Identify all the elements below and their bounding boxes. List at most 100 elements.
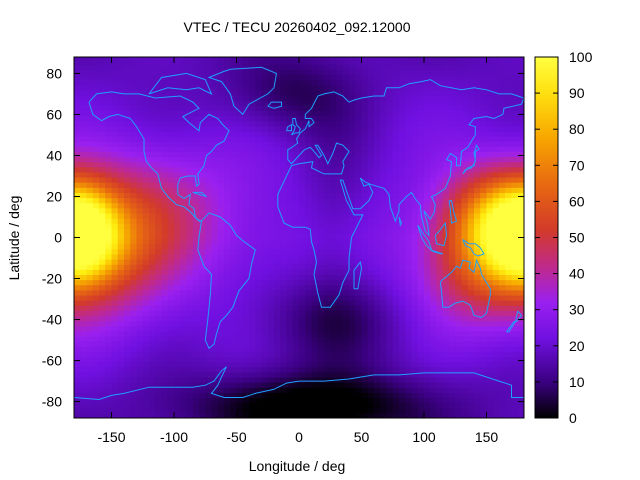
heatmap-cell	[86, 74, 94, 81]
heatmap-cell	[474, 382, 481, 388]
heatmap-cell	[255, 269, 263, 276]
heatmap-cell	[455, 59, 463, 65]
heatmap-cell	[380, 351, 388, 358]
heatmap-cell	[124, 84, 131, 91]
heatmap-cell	[255, 274, 263, 281]
heatmap-cell	[124, 325, 131, 332]
heatmap-cell	[92, 397, 100, 404]
heatmap-cell	[324, 59, 331, 65]
heatmap-cell	[111, 279, 119, 286]
heatmap-cell	[236, 89, 244, 96]
heatmap-cell	[361, 130, 369, 137]
heatmap-cell	[105, 59, 113, 65]
heatmap-cell	[424, 330, 431, 337]
heatmap-cell	[199, 84, 206, 91]
heatmap-cell	[92, 351, 100, 358]
heatmap-cell	[424, 166, 431, 173]
heatmap-cell	[499, 84, 506, 91]
heatmap-cell	[161, 100, 169, 106]
heatmap-cell	[486, 315, 494, 322]
heatmap-cell	[124, 392, 131, 399]
heatmap-cell	[149, 371, 156, 378]
heatmap-cell	[336, 279, 344, 286]
heatmap-cell	[317, 325, 325, 332]
heatmap-cell	[192, 207, 200, 214]
heatmap-cell	[386, 376, 394, 383]
heatmap-cell	[111, 115, 119, 122]
heatmap-cell	[417, 310, 425, 317]
heatmap-cell	[430, 182, 438, 188]
heatmap-cell	[249, 407, 256, 414]
heatmap-cell	[467, 192, 475, 199]
heatmap-cell	[242, 57, 250, 60]
heatmap-cell	[92, 192, 100, 199]
heatmap-cell	[230, 57, 238, 60]
heatmap-cell	[292, 310, 300, 317]
heatmap-cell	[505, 397, 513, 404]
heatmap-cell	[249, 187, 256, 193]
heatmap-cell	[105, 310, 113, 317]
heatmap-cell	[174, 341, 181, 347]
heatmap-cell	[92, 59, 100, 65]
heatmap-cell	[361, 187, 369, 193]
heatmap-cell	[361, 382, 369, 388]
heatmap-cell	[211, 407, 219, 414]
heatmap-cell	[349, 259, 356, 265]
heatmap-cell	[74, 105, 81, 111]
heatmap-cell	[311, 59, 319, 65]
heatmap-cell	[311, 284, 319, 291]
heatmap-cell	[467, 115, 475, 122]
heatmap-cell	[261, 115, 269, 122]
heatmap-cell	[492, 69, 500, 76]
heatmap-cell	[361, 105, 369, 111]
heatmap-cell	[405, 130, 413, 137]
heatmap-cell	[267, 223, 275, 229]
heatmap-cell	[267, 238, 275, 245]
heatmap-cell	[217, 294, 225, 301]
heatmap-cell	[405, 315, 413, 322]
heatmap-cell	[467, 151, 475, 158]
heatmap-cell	[505, 269, 513, 276]
heatmap-cell	[80, 366, 88, 373]
heatmap-cell	[111, 197, 119, 204]
heatmap-cell	[224, 57, 231, 60]
heatmap-cell	[492, 346, 500, 352]
heatmap-cell	[86, 212, 94, 219]
heatmap-cell	[136, 161, 144, 168]
heatmap-cell	[324, 382, 331, 388]
heatmap-cell	[392, 212, 400, 219]
heatmap-cell	[336, 166, 344, 173]
heatmap-cell	[230, 141, 238, 147]
heatmap-cell	[330, 402, 338, 409]
heatmap-cell	[480, 197, 488, 204]
heatmap-cell	[261, 197, 269, 204]
heatmap-cell	[311, 84, 319, 91]
heatmap-cell	[155, 233, 163, 240]
heatmap-cell	[311, 238, 319, 245]
heatmap-cell	[261, 284, 269, 291]
heatmap-cell	[130, 305, 138, 311]
heatmap-cell	[142, 105, 150, 111]
heatmap-cell	[86, 228, 94, 234]
heatmap-cell	[99, 243, 106, 250]
heatmap-cell	[330, 59, 338, 65]
heatmap-cell	[505, 141, 513, 147]
heatmap-cell	[411, 192, 419, 199]
heatmap-cell	[492, 59, 500, 65]
heatmap-cell	[499, 335, 506, 342]
heatmap-cell	[386, 64, 394, 70]
heatmap-cell	[442, 151, 450, 158]
heatmap-cell	[386, 166, 394, 173]
heatmap-cell	[430, 325, 438, 332]
heatmap-cell	[417, 223, 425, 229]
heatmap-cell	[299, 151, 306, 158]
heatmap-cell	[155, 366, 163, 373]
heatmap-cell	[149, 402, 156, 409]
heatmap-cell	[449, 135, 456, 142]
heatmap-cell	[136, 89, 144, 96]
heatmap-cell	[299, 356, 306, 363]
heatmap-cell	[192, 192, 200, 199]
heatmap-cell	[174, 130, 181, 137]
heatmap-cell	[211, 100, 219, 106]
heatmap-cell	[211, 264, 219, 270]
